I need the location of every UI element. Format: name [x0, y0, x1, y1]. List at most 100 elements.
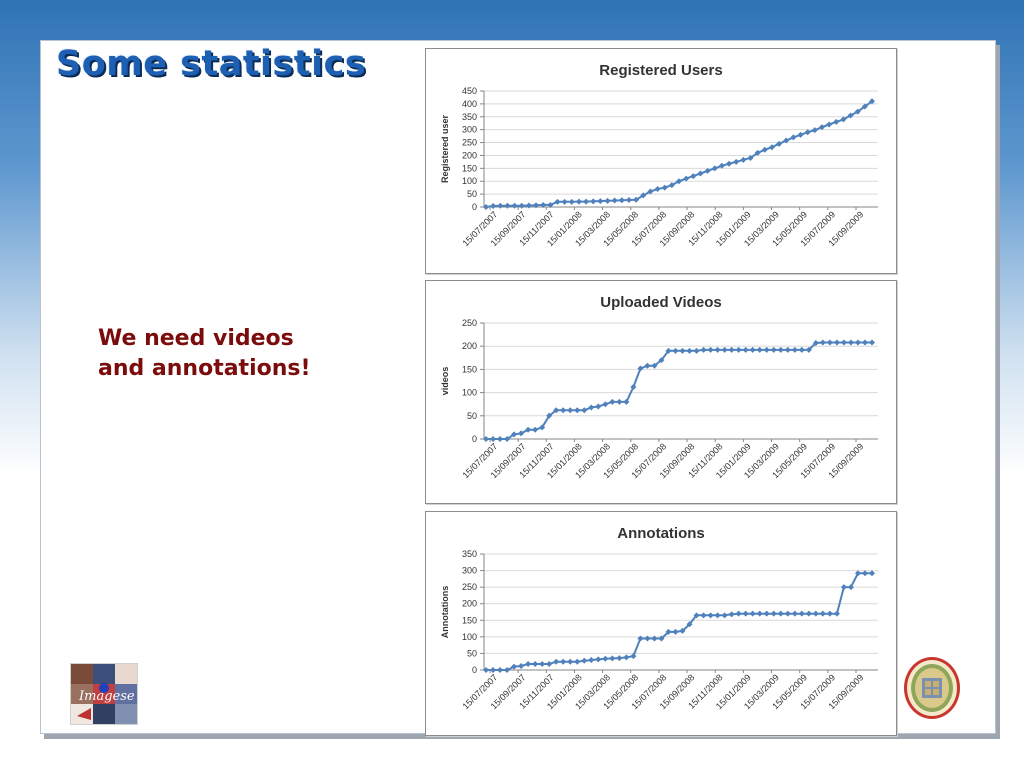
data-point	[679, 347, 686, 354]
chart-annotations-svg: Annotations Annotations 0 50 100 150 200 250 300…	[440, 525, 878, 711]
data-point	[798, 346, 805, 353]
data-point	[618, 197, 625, 204]
data-point	[504, 436, 511, 442]
data-point	[683, 175, 690, 182]
y-tick-label: 350	[462, 112, 477, 122]
data-point	[847, 584, 854, 591]
data-point	[811, 127, 818, 134]
data-point	[686, 347, 693, 354]
data-point	[776, 140, 783, 147]
data-point	[826, 121, 833, 128]
callout-line-1: We need videos	[98, 326, 294, 351]
data-point	[812, 610, 819, 617]
data-point	[756, 610, 763, 617]
data-point	[833, 339, 840, 346]
data-point	[497, 436, 504, 442]
y-tick-label: 250	[462, 582, 477, 592]
data-point	[511, 202, 518, 209]
svg-text:Imagese: Imagese	[78, 689, 135, 704]
data-point	[540, 201, 547, 208]
chart-title: Registered Users	[599, 62, 722, 79]
data-point	[574, 407, 581, 414]
data-point	[676, 178, 682, 185]
data-point	[661, 184, 668, 191]
y-tick-label: 150	[462, 364, 477, 374]
data-point	[818, 124, 825, 131]
data-point	[805, 346, 812, 353]
data-point	[525, 202, 532, 209]
series-line	[486, 341, 872, 440]
data-point	[581, 407, 588, 414]
y-tick-label: 200	[462, 341, 477, 351]
y-tick-label: 250	[462, 318, 477, 328]
data-point	[804, 129, 811, 136]
y-tick-label: 300	[462, 125, 477, 135]
data-point	[518, 430, 525, 437]
data-point	[869, 570, 875, 577]
data-point	[761, 146, 768, 153]
y-tick-label: 300	[462, 566, 477, 576]
y-axis-label: videos	[440, 367, 450, 396]
data-point	[854, 570, 861, 577]
data-point	[784, 346, 791, 353]
chart-annotations: Annotations Annotations 0 50 100 150 200 250 300…	[425, 511, 897, 736]
data-point	[630, 384, 637, 391]
data-point	[770, 346, 777, 353]
data-point	[483, 436, 489, 442]
data-point	[553, 407, 560, 414]
data-point	[869, 98, 875, 105]
data-point	[497, 667, 504, 673]
data-point	[597, 198, 604, 205]
data-point	[546, 661, 553, 668]
data-point	[654, 185, 661, 192]
data-point	[490, 436, 497, 442]
data-point	[525, 661, 532, 668]
data-point	[693, 612, 700, 619]
data-point	[819, 339, 826, 346]
data-point	[697, 170, 704, 177]
y-tick-label: 50	[467, 189, 477, 199]
data-point	[616, 655, 623, 662]
data-point	[640, 192, 647, 199]
data-point	[560, 407, 567, 414]
data-point	[581, 657, 588, 664]
data-point	[756, 346, 763, 353]
data-point	[588, 404, 595, 411]
data-point	[711, 165, 718, 172]
data-point	[490, 667, 497, 673]
data-point	[590, 198, 597, 205]
data-point	[805, 610, 812, 617]
data-point	[602, 401, 609, 408]
data-point	[763, 346, 770, 353]
data-point	[644, 362, 651, 369]
y-tick-label: 150	[462, 615, 477, 625]
data-point	[633, 196, 640, 203]
y-tick-label: 350	[462, 549, 477, 559]
data-point	[504, 202, 511, 209]
data-point	[539, 661, 546, 668]
data-point	[504, 667, 511, 673]
y-tick-label: 450	[462, 86, 477, 96]
data-point	[568, 198, 575, 205]
chart-registered-users-svg: Registered Users Registered user 0 50 100 150…	[440, 62, 878, 248]
university-seal-icon	[903, 656, 961, 720]
data-point	[826, 339, 833, 346]
data-point	[611, 197, 618, 204]
data-point	[869, 339, 875, 346]
data-point	[533, 202, 540, 209]
data-point	[840, 339, 847, 346]
data-point	[826, 610, 833, 617]
data-point	[726, 160, 733, 167]
data-point	[840, 584, 847, 591]
data-point	[532, 661, 539, 668]
data-point	[623, 654, 630, 661]
data-point	[777, 610, 784, 617]
data-point	[740, 156, 747, 163]
data-point	[532, 426, 539, 433]
data-point	[686, 621, 693, 628]
data-point	[647, 188, 654, 195]
data-point	[747, 155, 754, 162]
data-point	[539, 424, 546, 431]
y-tick-label: 150	[462, 163, 477, 173]
y-tick-label: 0	[472, 202, 477, 212]
